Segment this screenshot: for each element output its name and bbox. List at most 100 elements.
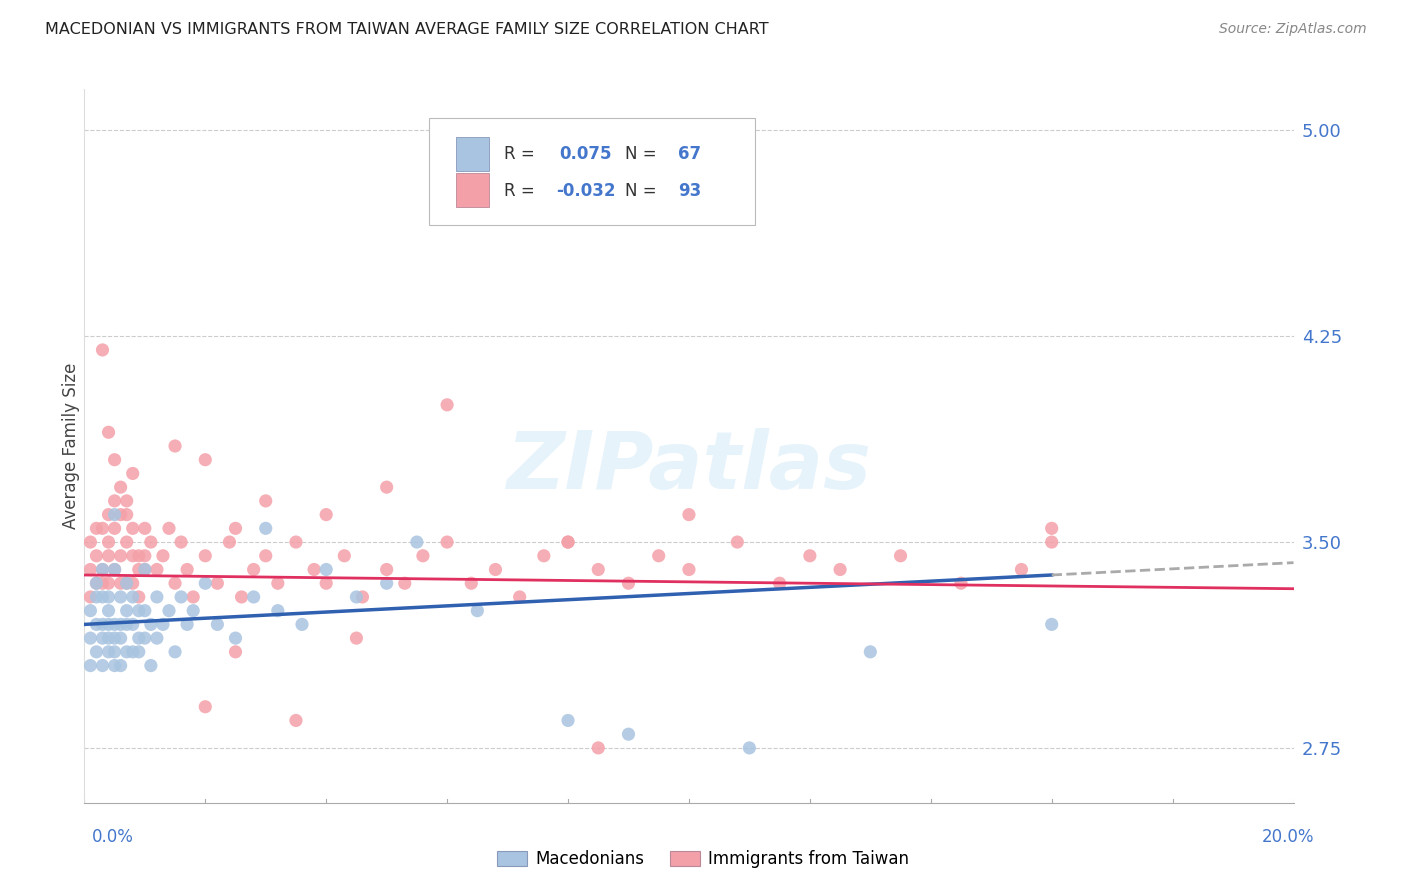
Point xyxy=(91,590,114,604)
Point xyxy=(194,452,217,467)
Point xyxy=(285,714,308,728)
Point xyxy=(242,562,264,576)
Point xyxy=(139,658,162,673)
Point xyxy=(139,617,162,632)
Point xyxy=(509,590,531,604)
Point xyxy=(181,604,204,618)
Point xyxy=(467,604,489,618)
Point xyxy=(557,535,579,549)
Point xyxy=(121,549,143,563)
Point xyxy=(285,535,308,549)
Point xyxy=(799,549,821,563)
Point xyxy=(97,508,120,522)
Point xyxy=(115,604,138,618)
Point xyxy=(91,562,114,576)
Point xyxy=(352,590,374,604)
Text: 0.075: 0.075 xyxy=(560,145,612,163)
Point xyxy=(254,494,277,508)
FancyBboxPatch shape xyxy=(429,118,755,225)
Point xyxy=(254,521,277,535)
Point xyxy=(725,535,748,549)
Point xyxy=(346,590,368,604)
Point xyxy=(79,658,101,673)
Point xyxy=(97,631,120,645)
Point xyxy=(181,590,204,604)
Point xyxy=(128,604,150,618)
Point xyxy=(231,590,253,604)
Point xyxy=(678,562,700,576)
Point xyxy=(165,645,187,659)
Point xyxy=(375,480,398,494)
Point xyxy=(375,576,398,591)
Text: MACEDONIAN VS IMMIGRANTS FROM TAIWAN AVERAGE FAMILY SIZE CORRELATION CHART: MACEDONIAN VS IMMIGRANTS FROM TAIWAN AVE… xyxy=(45,22,769,37)
Point xyxy=(152,549,174,563)
Point xyxy=(267,576,290,591)
Point xyxy=(86,645,108,659)
Text: N =: N = xyxy=(624,145,657,163)
Point xyxy=(648,549,671,563)
Point xyxy=(91,343,114,357)
Point xyxy=(346,631,368,645)
Point xyxy=(128,631,150,645)
Point xyxy=(157,604,180,618)
Point xyxy=(170,535,193,549)
Point xyxy=(617,576,640,591)
Point xyxy=(146,562,169,576)
Point xyxy=(176,562,198,576)
Point xyxy=(115,576,138,591)
Point xyxy=(165,439,187,453)
Point xyxy=(375,562,398,576)
Point xyxy=(97,576,120,591)
Point xyxy=(194,576,217,591)
Point xyxy=(157,521,180,535)
Point xyxy=(115,576,138,591)
Point xyxy=(79,535,101,549)
Point xyxy=(436,535,458,549)
Point xyxy=(121,467,143,481)
Point xyxy=(110,658,132,673)
Point xyxy=(115,494,138,508)
Point xyxy=(121,590,143,604)
Point xyxy=(97,425,120,440)
Point xyxy=(91,521,114,535)
Point xyxy=(91,631,114,645)
Point xyxy=(678,508,700,522)
Point xyxy=(134,604,156,618)
Point xyxy=(406,535,429,549)
Point xyxy=(769,576,792,591)
Point xyxy=(738,740,761,755)
Point xyxy=(484,562,506,576)
Point xyxy=(91,658,114,673)
Point xyxy=(533,549,555,563)
Point xyxy=(557,714,579,728)
Point xyxy=(104,617,127,632)
Point xyxy=(97,549,120,563)
Text: 20.0%: 20.0% xyxy=(1263,828,1315,846)
Y-axis label: Average Family Size: Average Family Size xyxy=(62,363,80,529)
Point xyxy=(830,562,852,576)
Point xyxy=(859,645,882,659)
Point xyxy=(121,617,143,632)
Point xyxy=(128,645,150,659)
Point xyxy=(394,576,416,591)
Point xyxy=(110,617,132,632)
Point xyxy=(950,576,973,591)
Point xyxy=(436,398,458,412)
Point xyxy=(104,645,127,659)
Text: Source: ZipAtlas.com: Source: ZipAtlas.com xyxy=(1219,22,1367,37)
Point xyxy=(128,590,150,604)
Point xyxy=(79,562,101,576)
Point xyxy=(86,576,108,591)
Point xyxy=(291,617,314,632)
Point xyxy=(194,549,217,563)
Point xyxy=(267,604,290,618)
Point xyxy=(97,535,120,549)
Point xyxy=(139,535,162,549)
Point xyxy=(128,549,150,563)
Point xyxy=(1040,617,1063,632)
Point xyxy=(134,549,156,563)
Point xyxy=(315,508,337,522)
Point xyxy=(617,727,640,741)
Point xyxy=(104,521,127,535)
Point xyxy=(165,576,187,591)
